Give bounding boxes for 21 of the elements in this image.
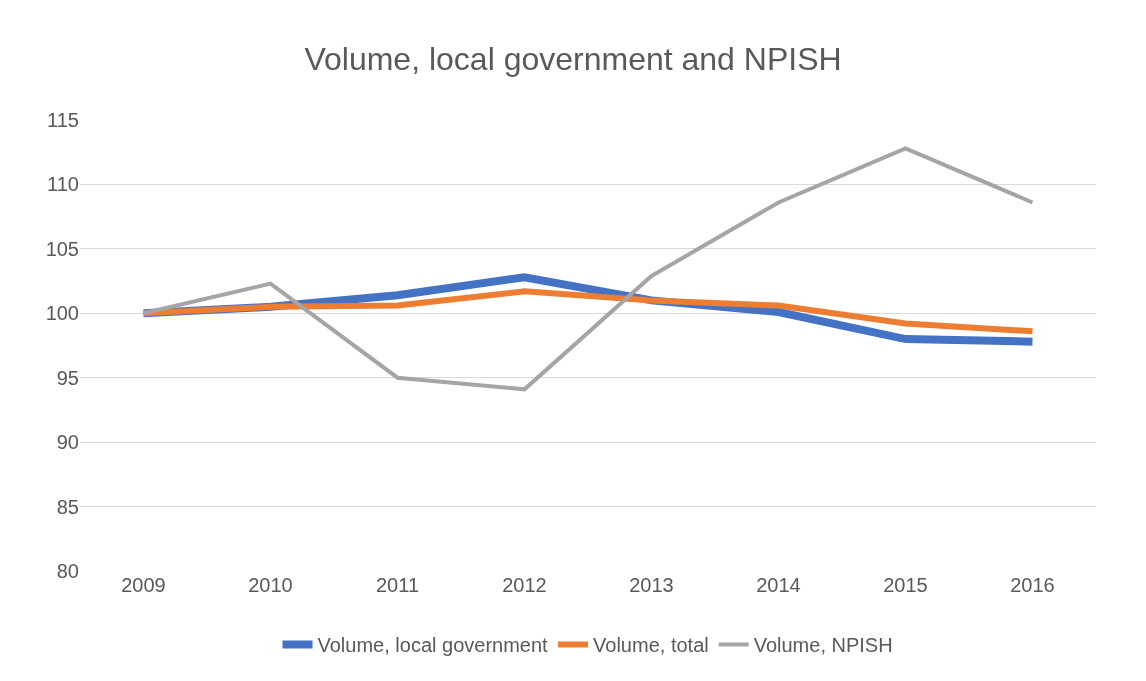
legend-label: Volume, NPISH — [753, 634, 893, 657]
x-tick-label: 2011 — [375, 574, 420, 596]
x-tick-label: 2014 — [756, 574, 801, 596]
y-tick-label: 90 — [56, 431, 79, 454]
y-tick-label: 115 — [47, 109, 79, 131]
x-tick-label: 2016 — [1010, 574, 1055, 596]
x-tick-label: 2010 — [248, 574, 293, 596]
y-tick-label: 105 — [45, 237, 79, 260]
y-tick-label: 110 — [47, 173, 79, 196]
line-series — [141, 146, 1035, 392]
y-tick-label: 95 — [56, 366, 79, 389]
x-tick-label: 2013 — [629, 574, 674, 596]
y-tick-label: 100 — [45, 302, 79, 325]
x-tick-label: 2009 — [121, 574, 166, 596]
legend-label: Volume, local government — [317, 634, 549, 657]
y-tick-label: 85 — [56, 495, 79, 518]
legend-label: Volume, total — [593, 634, 709, 657]
x-tick-label: 2015 — [883, 574, 928, 596]
y-tick-label: 80 — [56, 560, 79, 582]
x-tick-label: 2012 — [502, 574, 547, 596]
chart-title: Volume, local government and NPISH — [304, 41, 842, 78]
